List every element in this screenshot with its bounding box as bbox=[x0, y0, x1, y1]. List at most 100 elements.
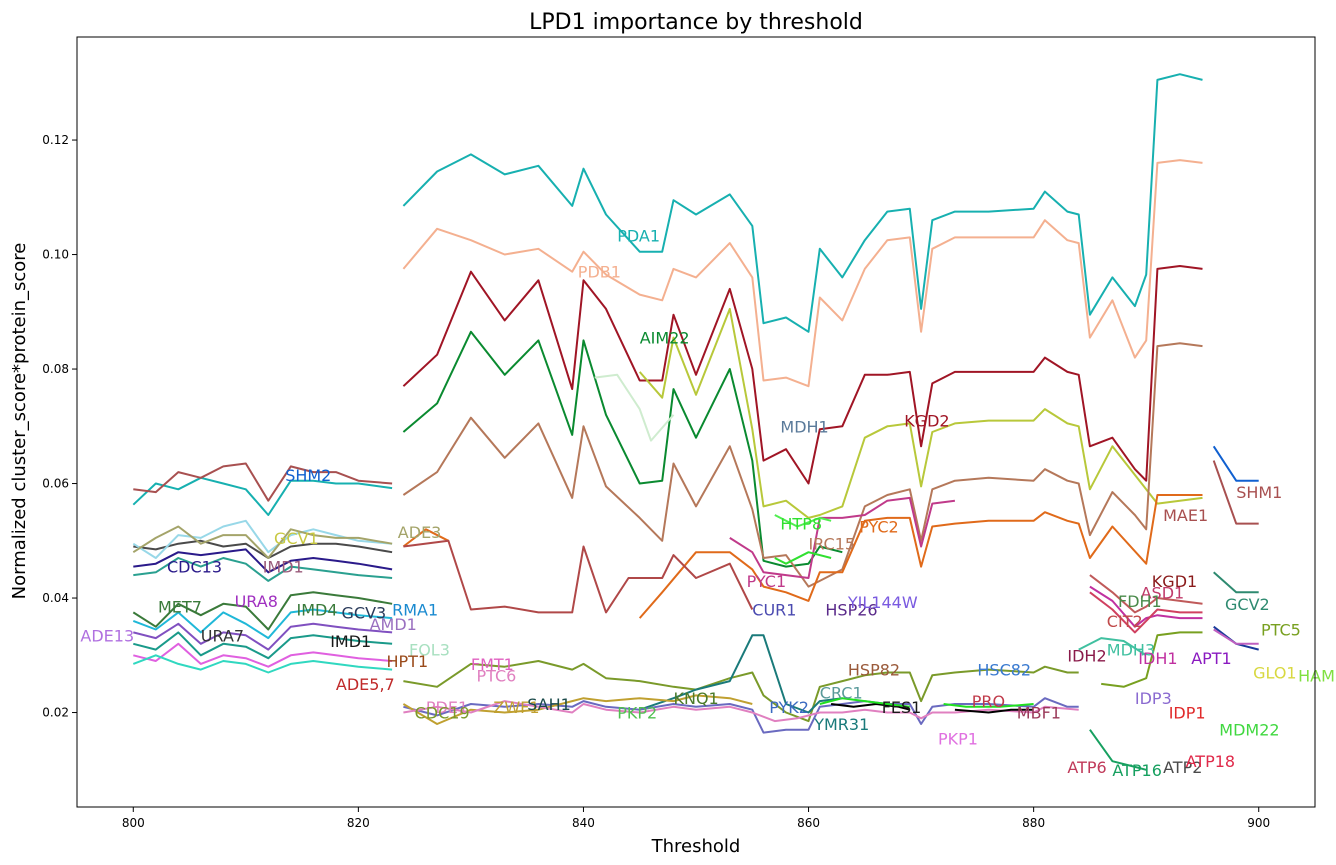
series-line-lower-band-4-0 bbox=[133, 548, 393, 574]
series-line-mae1-0 bbox=[402, 342, 1203, 588]
series-label-ade3: ADE3 bbox=[398, 523, 442, 542]
series-line-pda1-0 bbox=[132, 476, 393, 516]
series-label-mdh3: MDH3 bbox=[1107, 641, 1155, 660]
y-axis-label: Normalized cluster_score*protein_score bbox=[9, 243, 30, 600]
series-line-mdh3-0 bbox=[1078, 637, 1147, 657]
series-line-lowest-band-2-0 bbox=[639, 634, 843, 714]
series-label-idp3: IDP3 bbox=[1135, 689, 1172, 708]
x-tick-label: 860 bbox=[797, 816, 820, 830]
series-lines bbox=[132, 73, 1259, 771]
series-label-hsc82: HSC82 bbox=[977, 661, 1031, 680]
series-line-pyc2-1 bbox=[638, 494, 1203, 619]
series-line-black-0 bbox=[830, 703, 911, 711]
series-label-atp2: ATP2 bbox=[1163, 758, 1202, 777]
series-label-cdc13: CDC13 bbox=[167, 558, 222, 577]
series-label-ura8: URA8 bbox=[235, 592, 278, 611]
series-line-middle-band-4-0 bbox=[133, 631, 393, 660]
series-label-pde1: PDE1 bbox=[426, 698, 468, 717]
series-line-pyc2-0 bbox=[402, 528, 449, 548]
series-label-cdc19: CDC19 bbox=[415, 704, 470, 723]
series-label-atp18: ATP18 bbox=[1186, 752, 1235, 771]
series-line-htp8-0 bbox=[774, 551, 832, 565]
series-line-shm1-1 bbox=[1212, 460, 1259, 525]
series-line-ham1-0 bbox=[1101, 631, 1203, 688]
series-label-knq1: KNQ1 bbox=[674, 689, 719, 708]
series-line-pdb1-0 bbox=[402, 159, 1203, 388]
x-tick-label: 900 bbox=[1247, 816, 1270, 830]
series-line-atp16-0 bbox=[1089, 729, 1147, 771]
series-label-imd1: IMD1 bbox=[263, 558, 304, 577]
x-tick-label: 840 bbox=[572, 816, 595, 830]
y-tick-label: 0.06 bbox=[42, 477, 69, 491]
series-label-pro: PRO bbox=[972, 692, 1005, 711]
series-line-middle-band-3-0 bbox=[133, 622, 393, 651]
series-line-lower-band-1-0 bbox=[133, 539, 393, 559]
series-label-hsp82: HSP82 bbox=[848, 661, 900, 680]
series-label-rma1: RMA1 bbox=[392, 601, 438, 620]
y-tick-label: 0.08 bbox=[42, 362, 69, 376]
x-tick-label: 800 bbox=[122, 816, 145, 830]
series-line-ptc5b-0 bbox=[1213, 628, 1259, 645]
y-tick-label: 0.10 bbox=[42, 248, 69, 262]
series-label-pyk2: PYK2 bbox=[769, 698, 809, 717]
series-label-imd4: IMD4 bbox=[297, 601, 338, 620]
y-tick-label: 0.04 bbox=[42, 591, 69, 605]
series-line-kgd1-0 bbox=[1089, 574, 1203, 614]
series-line-lower-band-2-0 bbox=[132, 519, 393, 559]
series-line-middle-band-5-0 bbox=[133, 642, 393, 668]
series-line-hsp26-pink-0 bbox=[729, 496, 956, 579]
series-label-amd1: AMD1 bbox=[370, 615, 417, 634]
series-line-aim22-0 bbox=[638, 307, 1203, 519]
series-label-pyc2: PYC2 bbox=[859, 518, 899, 537]
series-label-pkp2: PKP2 bbox=[617, 704, 657, 723]
series-label-mdh1: MDH1 bbox=[780, 417, 828, 436]
series-label-irc15: IRC15 bbox=[809, 535, 856, 554]
series-label-ade13: ADE13 bbox=[80, 626, 134, 645]
series-label-fmt1: FMT1 bbox=[471, 655, 514, 674]
axis-ticks: 800 820 840 860 880 900 0.02 0.04 0.06 0.08 0.10 0.… bbox=[42, 133, 1270, 830]
series-label-pyc1: PYC1 bbox=[747, 572, 787, 591]
series-label-idh2: IDH2 bbox=[1067, 646, 1106, 665]
series-label-pkp1: PKP1 bbox=[938, 729, 978, 748]
series-label-ptc5: PTC5 bbox=[1261, 621, 1301, 640]
x-axis-label: Threshold bbox=[651, 836, 741, 857]
series-line-lowest-band-3-0 bbox=[403, 697, 1079, 734]
series-label-shm1: SHM1 bbox=[1236, 483, 1282, 502]
series-label-idh1: IDH1 bbox=[1138, 649, 1177, 668]
chart-title: LPD1 importance by threshold bbox=[529, 10, 863, 35]
series-line-htp8b-0 bbox=[774, 514, 832, 528]
series-line-bright-green-0 bbox=[819, 697, 910, 708]
x-tick-label: 880 bbox=[1022, 816, 1045, 830]
series-label-gcv3: GCV3 bbox=[342, 603, 387, 622]
series-line-apt1-0 bbox=[1089, 591, 1203, 634]
series-label-kgd2: KGD2 bbox=[904, 412, 949, 431]
series-line-ade3-0 bbox=[402, 330, 843, 568]
series-label-ymr31: YMR31 bbox=[813, 715, 869, 734]
series-label-hsp26: HSP26 bbox=[825, 601, 877, 620]
series-label-pda1: PDA1 bbox=[617, 227, 660, 246]
series-label-cit2: CIT2 bbox=[1107, 612, 1143, 631]
series-label-yil144w: YIL144W bbox=[847, 593, 918, 612]
series-label-mae1: MAE1 bbox=[1163, 506, 1208, 525]
series-label-fol3: FOL3 bbox=[409, 641, 450, 660]
series-label-zwf1: ZWF1 bbox=[493, 698, 539, 717]
series-label-ham1: HAM1 bbox=[1298, 666, 1336, 685]
series-line-gcv2-0 bbox=[1213, 571, 1259, 594]
series-label-crc1: CRC1 bbox=[820, 684, 863, 703]
series-line-lowest-band-5-0 bbox=[403, 700, 1079, 723]
series-line-bright-green-1 bbox=[943, 703, 1034, 708]
series-label-hpt1: HPT1 bbox=[387, 652, 429, 671]
series-label-ptc6: PTC6 bbox=[477, 666, 517, 685]
series-label-imd1: IMD1 bbox=[330, 632, 371, 651]
y-tick-label: 0.02 bbox=[42, 706, 69, 720]
series-line-lower-band-3-0 bbox=[132, 525, 393, 559]
series-line-black-1 bbox=[954, 708, 1034, 714]
series-line-lower-band-5-0 bbox=[133, 557, 393, 582]
series-line-middle-band-2-0 bbox=[132, 608, 393, 640]
series-label-aim22: AIM22 bbox=[640, 329, 690, 348]
y-tick-label: 0.12 bbox=[42, 133, 69, 147]
series-line-pda1-1 bbox=[402, 73, 1203, 333]
series-label-ura7: URA7 bbox=[201, 626, 244, 645]
series-line-kgd2-0 bbox=[402, 265, 1203, 485]
